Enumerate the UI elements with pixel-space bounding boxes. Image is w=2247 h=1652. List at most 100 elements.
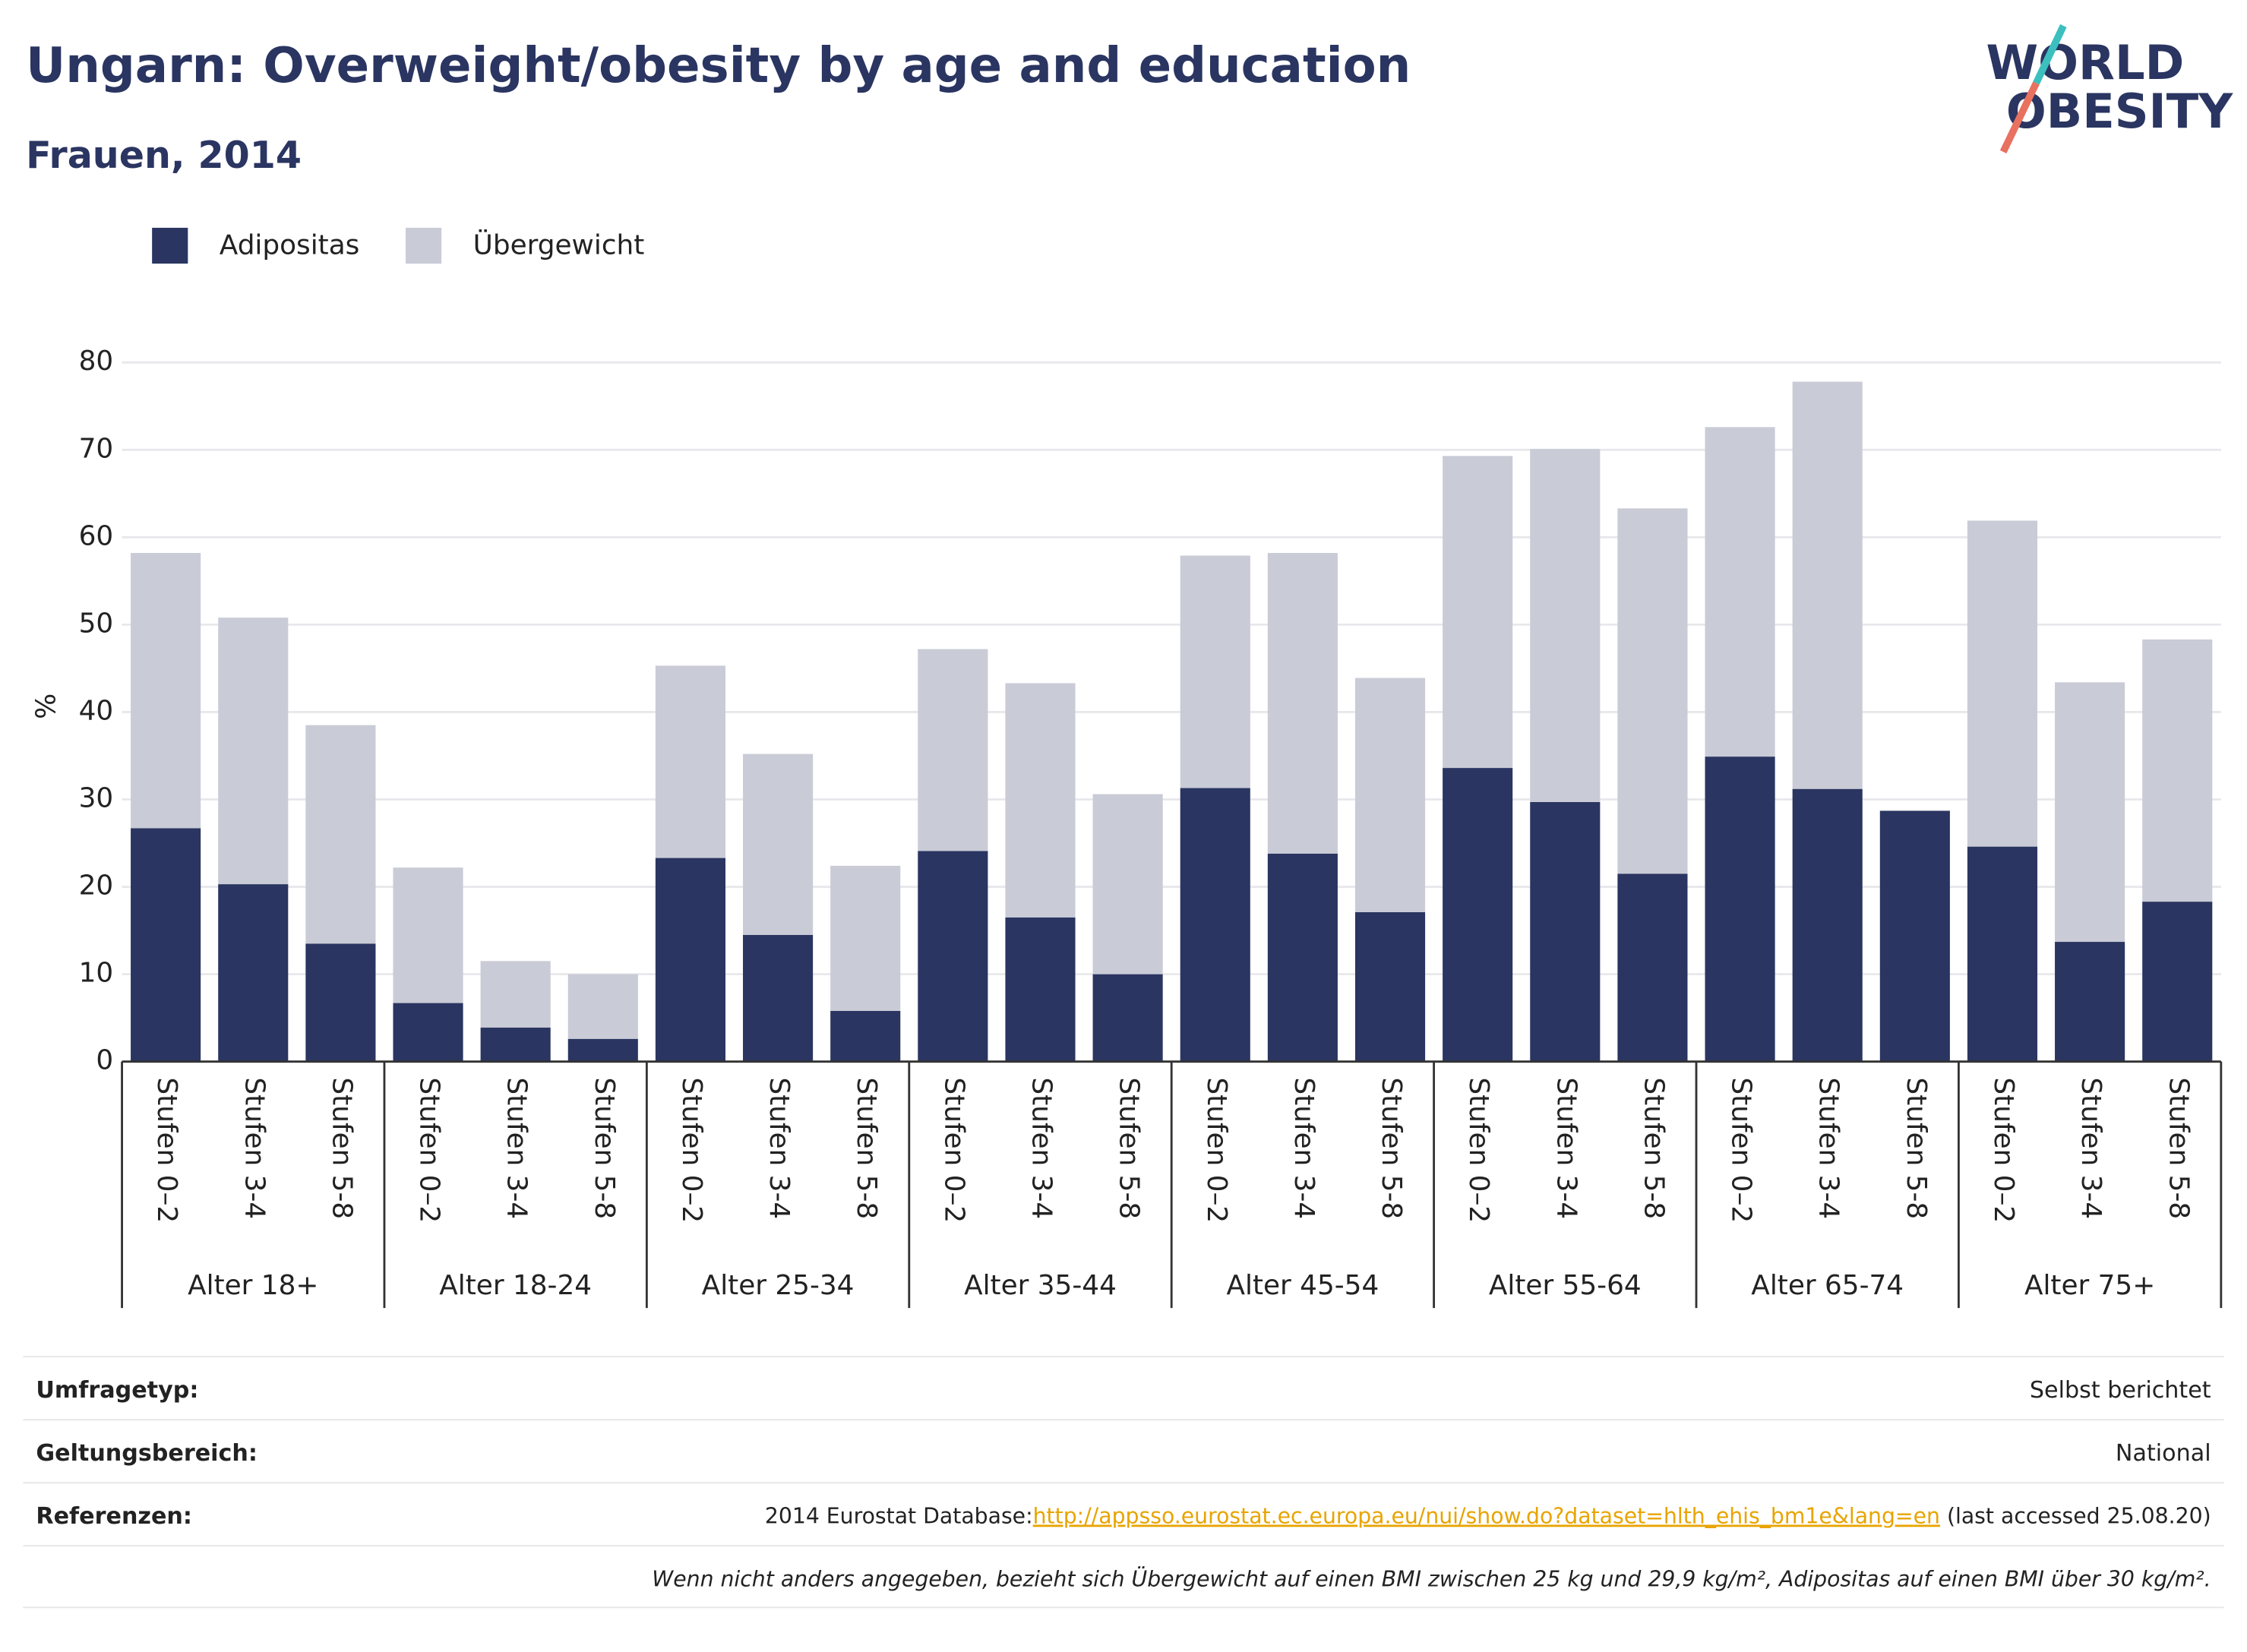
x-tick-label: Stufen 5-8 [326, 1077, 357, 1219]
bar-segment [1354, 911, 1426, 1062]
bar-segment [1267, 853, 1338, 1062]
y-axis-label: % [30, 693, 62, 719]
bar-segment [1180, 788, 1250, 1062]
x-tick-label: Stufen 0–2 [676, 1077, 707, 1223]
chart-title: Ungarn: Overweight/obesity by age and ed… [26, 37, 1411, 94]
bar-segment [480, 961, 551, 1028]
note: Wenn nicht anders angegeben, bezieht sic… [652, 1565, 2211, 1591]
bar-segment [2055, 942, 2125, 1062]
chart-subtitle: Frauen, 2014 [26, 133, 302, 177]
bar-segment [830, 1010, 901, 1062]
group-label: Alter 18-24 [439, 1270, 592, 1301]
x-tick-label: Stufen 3-4 [763, 1077, 795, 1219]
bar-segment [1792, 381, 1863, 789]
y-tick-label: 20 [79, 870, 114, 902]
logo-text: WORLD [1986, 35, 2184, 90]
bar-segment [1617, 873, 1688, 1062]
ref-prefix: 2014 Eurostat Database: [765, 1503, 1033, 1528]
group-label: Alter 65-74 [1751, 1270, 1904, 1301]
bar-segment [1443, 456, 1513, 769]
x-tick-label: Stufen 0–2 [151, 1077, 182, 1223]
group-label: Alter 55-64 [1489, 1270, 1642, 1301]
legend-label: Übergewicht [473, 229, 645, 261]
bar-segment [655, 665, 725, 858]
row-value: 2014 Eurostat Database:http://appsso.eur… [765, 1503, 2211, 1528]
bar-segment [393, 867, 463, 1003]
bar-segment [393, 1003, 463, 1062]
row-label: Referenzen: [36, 1503, 192, 1530]
legend-swatch [406, 227, 442, 264]
logo: WORLD OBESITY [1986, 24, 2233, 153]
bar-segment [1705, 427, 1775, 757]
group-label: Alter 25-34 [702, 1270, 855, 1301]
bar-segment [1354, 678, 1426, 912]
bar-segment [743, 934, 814, 1062]
x-tick-label: Stufen 3-4 [1813, 1077, 1844, 1219]
bar-segment [1092, 794, 1163, 974]
bar-segment [1530, 801, 1601, 1062]
footer: Umfragetyp: Selbst berichtet Geltungsber… [23, 1356, 2224, 1609]
logo-text: OBESITY [2006, 84, 2233, 139]
legend-label: Adipositas [220, 229, 360, 261]
x-tick-label: Stufen 5-8 [1638, 1077, 1669, 1219]
bar-segment [1967, 520, 2038, 847]
legend-swatch [152, 227, 188, 264]
bar-segment [830, 865, 901, 1011]
bar-segment [655, 858, 725, 1062]
bar-segment [218, 884, 289, 1062]
x-tick-label: Stufen 0–2 [938, 1077, 969, 1223]
x-tick-label: Stufen 3-4 [501, 1077, 533, 1219]
x-tick-label: Stufen 5-8 [1376, 1077, 1407, 1219]
bar-segment [1180, 555, 1250, 788]
bar-segment [2142, 639, 2213, 902]
x-tick-label: Stufen 5-8 [589, 1077, 620, 1219]
group-label: Alter 45-54 [1227, 1270, 1379, 1301]
ref-link[interactable]: http://appsso.eurostat.ec.europa.eu/nui/… [1033, 1503, 1940, 1528]
x-tick-label: Stufen 0–2 [1463, 1077, 1494, 1223]
bar-segment [918, 649, 988, 851]
ref-suffix: (last accessed 25.08.20) [1940, 1503, 2211, 1528]
x-tick-label: Stufen 0–2 [1726, 1077, 1757, 1223]
bar-segment [1879, 810, 1950, 1062]
x-tick-label: Stufen 5-8 [1114, 1077, 1145, 1219]
bar-segment [305, 943, 376, 1062]
bar-segment [1530, 449, 1601, 802]
bar-segment [743, 753, 814, 935]
x-tick-label: Stufen 0–2 [1988, 1077, 2019, 1223]
bar-segment [1005, 917, 1076, 1062]
x-tick-label: Stufen 5-8 [851, 1077, 882, 1219]
logo-slash [1999, 81, 2040, 153]
y-tick-label: 60 [79, 520, 114, 551]
bar-segment [1967, 846, 2038, 1062]
group-label: Alter 18+ [188, 1270, 318, 1301]
bar-segment [1617, 508, 1688, 874]
x-tick-label: Stufen 0–2 [414, 1077, 445, 1223]
y-tick-label: 40 [79, 695, 114, 726]
x-tick-label: Stufen 5-8 [1901, 1077, 1932, 1219]
y-tick-label: 10 [79, 958, 114, 989]
x-tick-label: Stufen 3-4 [1550, 1077, 1582, 1219]
group-label: Alter 35-44 [964, 1270, 1117, 1301]
bar-segment [1092, 974, 1163, 1062]
bar-segment [131, 553, 201, 829]
row-label: Umfragetyp: [36, 1377, 198, 1404]
x-tick-label: Stufen 3-4 [1026, 1077, 1057, 1219]
bar-segment [2055, 682, 2125, 943]
y-tick-label: 70 [79, 433, 114, 464]
bar-segment [1792, 788, 1863, 1062]
bar-segment [131, 828, 201, 1062]
bar-segment [2142, 902, 2213, 1062]
group-label: Alter 75+ [2024, 1270, 2155, 1301]
x-tick-label: Stufen 0–2 [1201, 1077, 1232, 1223]
x-tick-label: Stufen 3-4 [1288, 1077, 1319, 1219]
bar-segment [567, 1038, 638, 1062]
bar-segment [918, 851, 988, 1062]
bar-segment [218, 618, 289, 885]
y-tick-label: 50 [79, 608, 114, 639]
bar-segment [1443, 768, 1513, 1062]
x-tick-label: Stufen 3-4 [2075, 1077, 2106, 1219]
y-tick-label: 30 [79, 782, 114, 813]
bar-segment [1267, 553, 1338, 854]
